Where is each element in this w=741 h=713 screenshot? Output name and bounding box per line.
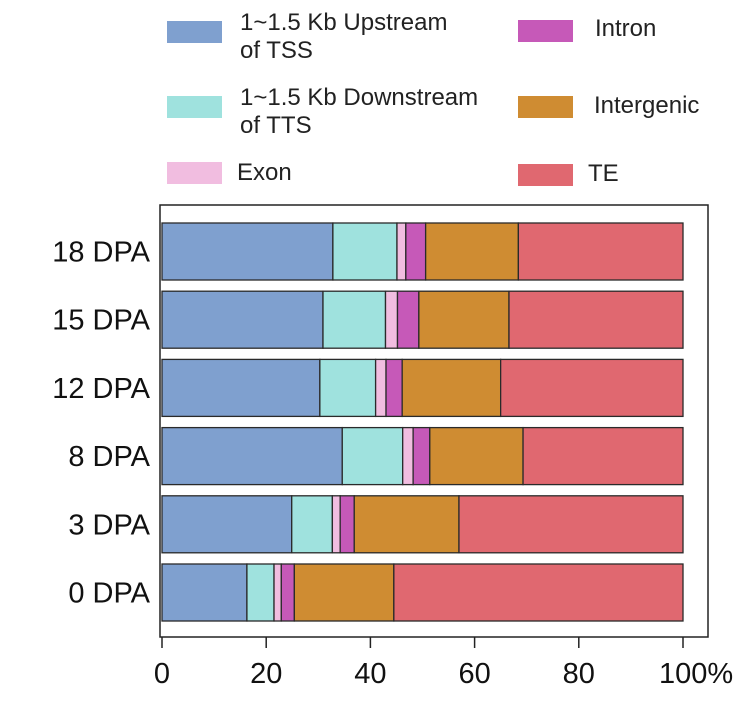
legend-swatch-exon — [167, 162, 222, 184]
bar-12-dpa-intron — [385, 358, 403, 418]
bar-8-dpa-te — [522, 426, 684, 486]
bar-3-dpa-intergenic — [353, 495, 460, 554]
legend-swatch-intergenic — [518, 96, 573, 118]
bar-18-dpa-intron — [405, 222, 427, 281]
legend-swatch-1-1-5-kb-upstream-of-tss — [167, 21, 222, 43]
bar-8-dpa-exon — [402, 426, 414, 486]
bar-0-dpa-1-1-5-kb-upstream-of-tss — [161, 563, 248, 622]
bar-0-dpa-te — [393, 563, 684, 622]
category-label-0-dpa: 0 DPA — [68, 578, 150, 610]
legend-label-intron: Intron — [595, 15, 656, 42]
bar-12-dpa-exon — [374, 358, 387, 418]
bar-15-dpa-1-1-5-kb-upstream-of-tss — [161, 290, 324, 349]
x-tick-label-60: 60 — [458, 658, 490, 690]
bar-15-dpa-exon — [384, 290, 399, 349]
bars — [161, 222, 684, 622]
bar-8-dpa-intergenic — [429, 426, 524, 486]
legend-item-te: TE — [518, 160, 619, 187]
bar-0-dpa-1-1-5-kb-downstream-of-tts — [246, 563, 275, 622]
x-tick-label-40: 40 — [354, 658, 386, 690]
bar-12-dpa-1-1-5-kb-upstream-of-tss — [161, 358, 321, 418]
legend-label-intergenic: Intergenic — [594, 92, 699, 119]
legend-swatch-1-1-5-kb-downstream-of-tts — [167, 96, 222, 118]
x-tick-label-0: 0 — [154, 658, 170, 690]
bar-18-dpa-te — [517, 222, 684, 281]
bar-15-dpa-1-1-5-kb-downstream-of-tts — [322, 290, 387, 349]
legend-swatch-intron — [518, 20, 573, 42]
category-labels: 18 DPA 15 DPA 12 DPA 8 DPA 3 DPA 0 DPA — [52, 237, 150, 610]
bar-8-dpa-1-1-5-kb-downstream-of-tts — [341, 426, 404, 486]
category-label-15-dpa: 15 DPA — [52, 305, 150, 337]
plot-frame — [159, 204, 709, 638]
legend-label-1-1-5-kb-downstream-of-tts: 1~1.5 Kb Downstream of TTS — [240, 84, 478, 139]
bar-0-dpa-intergenic — [293, 563, 395, 622]
legend-swatch-te — [518, 164, 573, 186]
legend-item-intron: Intron — [518, 15, 656, 42]
category-label-8-dpa: 8 DPA — [68, 441, 150, 473]
category-label-12-dpa: 12 DPA — [52, 373, 150, 405]
legend-item-1-1-5-kb-downstream-of-tts: 1~1.5 Kb Downstream of TTS — [167, 84, 478, 139]
bar-12-dpa-intergenic — [401, 358, 502, 418]
legend-item-1-1-5-kb-upstream-of-tss: 1~1.5 Kb Upstream of TSS — [167, 9, 447, 64]
bar-15-dpa-intergenic — [418, 290, 510, 349]
legend-label-te: TE — [588, 160, 619, 187]
bar-12-dpa-te — [499, 358, 684, 418]
bar-8-dpa-1-1-5-kb-upstream-of-tss — [161, 426, 343, 486]
bar-12-dpa-1-1-5-kb-downstream-of-tts — [319, 358, 377, 418]
bar-18-dpa-1-1-5-kb-upstream-of-tss — [161, 222, 334, 281]
bar-18-dpa-1-1-5-kb-downstream-of-tts — [332, 222, 398, 281]
x-tick-label-100: 100% — [659, 658, 733, 690]
bar-15-dpa-intron — [396, 290, 420, 349]
bar-0-dpa-exon — [273, 563, 282, 622]
bar-3-dpa-intron — [339, 495, 355, 554]
x-tick-label-80: 80 — [563, 658, 595, 690]
legend-label-1-1-5-kb-upstream-of-tss: 1~1.5 Kb Upstream of TSS — [240, 9, 447, 64]
bar-3-dpa-1-1-5-kb-upstream-of-tss — [161, 495, 293, 554]
x-axis: 0 20 40 60 80 100% — [154, 637, 733, 690]
bar-18-dpa-exon — [396, 222, 407, 281]
bar-3-dpa-exon — [331, 495, 341, 554]
bar-18-dpa-intergenic — [424, 222, 520, 281]
bar-3-dpa-1-1-5-kb-downstream-of-tts — [291, 495, 334, 554]
legend-item-intergenic: Intergenic — [518, 92, 699, 119]
bar-8-dpa-intron — [412, 426, 431, 486]
bar-3-dpa-te — [458, 495, 684, 554]
legend-item-exon: Exon — [167, 159, 292, 186]
legend-label-exon: Exon — [237, 159, 292, 186]
legend: 1~1.5 Kb Upstream of TSS 1~1.5 Kb Downstre… — [167, 9, 699, 187]
category-label-3-dpa: 3 DPA — [68, 509, 150, 541]
bar-15-dpa-te — [508, 290, 684, 349]
category-label-18-dpa: 18 DPA — [52, 237, 150, 269]
x-tick-label-20: 20 — [250, 658, 282, 690]
bar-0-dpa-intron — [280, 563, 295, 622]
